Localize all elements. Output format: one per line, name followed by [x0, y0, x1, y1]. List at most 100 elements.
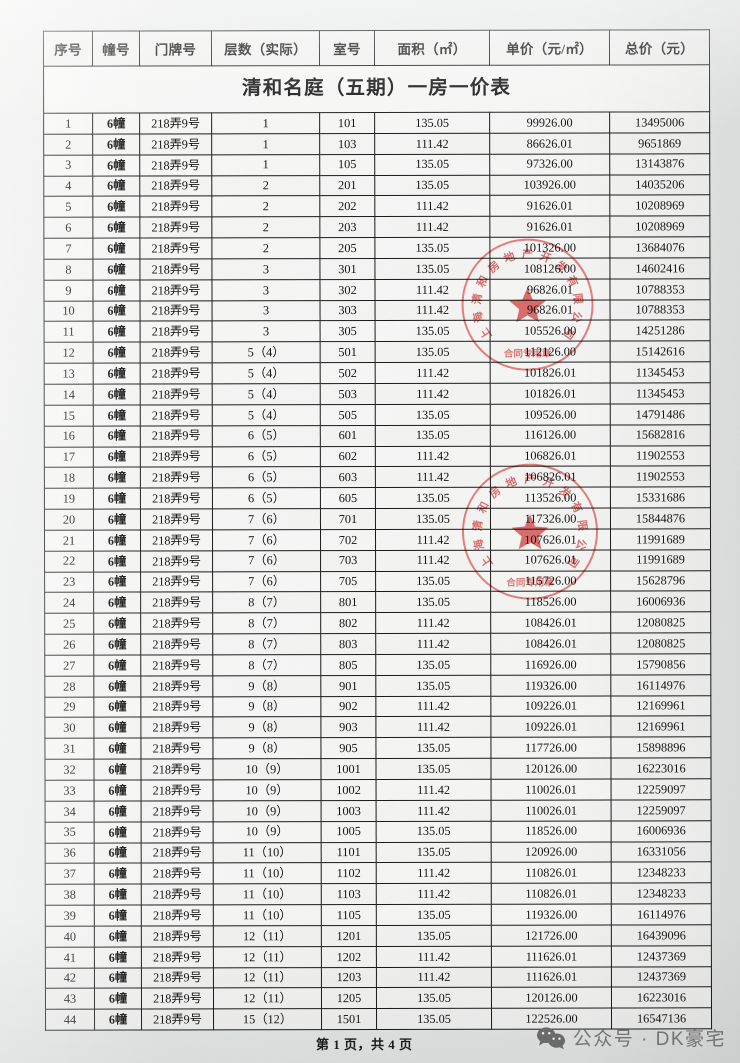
- cell-door-number: 218弄9号: [140, 738, 213, 760]
- column-header-unit-price: 单价（元/㎡）: [489, 30, 610, 66]
- cell-door-number: 218弄9号: [140, 592, 213, 614]
- cell-building: 6幢: [92, 175, 140, 197]
- cell-building: 6幢: [92, 279, 141, 301]
- cell-area: 135.05: [375, 320, 491, 342]
- cell-total-price: 12437369: [611, 945, 712, 967]
- cell-building: 6幢: [94, 1009, 142, 1031]
- cell-area: 135.05: [374, 112, 490, 134]
- column-header-building: 幢号: [92, 30, 140, 67]
- cell-area: 111.42: [375, 362, 491, 384]
- cell-total-price: 13684076: [609, 236, 710, 258]
- cell-room: 1501: [321, 1008, 377, 1030]
- cell-unit-price: 120926.00: [491, 841, 612, 863]
- cell-area: 135.05: [374, 237, 490, 259]
- cell-total-price: 11345453: [610, 361, 711, 383]
- cell-building: 6幢: [93, 383, 141, 405]
- cell-total-price: 12169961: [610, 716, 711, 738]
- cell-room: 301: [319, 258, 375, 280]
- cell-area: 111.42: [375, 549, 491, 572]
- cell-door-number: 218弄9号: [141, 821, 214, 843]
- cell-building: 6幢: [92, 154, 140, 176]
- cell-unit-price: 91626.01: [489, 216, 610, 238]
- cell-building: 6幢: [93, 613, 141, 635]
- cell-floor: 10（9）: [213, 800, 322, 822]
- cell-total-price: 16439096: [611, 924, 712, 946]
- cell-door-number: 218弄9号: [139, 175, 212, 197]
- cell-index: 11: [44, 321, 94, 343]
- cell-room: 502: [320, 362, 376, 384]
- table-row: 6 6幢 218弄9号 2 203 111.42 91626.01 10208969: [43, 216, 710, 239]
- cell-building: 6幢: [93, 488, 141, 510]
- cell-total-price: 10788353: [610, 299, 711, 321]
- cell-building: 6幢: [93, 759, 142, 781]
- cell-index: 23: [44, 571, 94, 593]
- cell-floor: 10（9）: [212, 758, 322, 780]
- cell-total-price: 14035206: [609, 174, 710, 196]
- cell-total-price: 16006936: [611, 820, 712, 842]
- cell-floor: 9（8）: [212, 675, 321, 697]
- cell-area: 111.42: [374, 195, 490, 217]
- wechat-watermark: 公众号 · DK豪宅: [536, 1024, 726, 1051]
- cell-total-price: 15898896: [610, 737, 711, 759]
- cell-unit-price: 111626.01: [491, 945, 612, 967]
- cell-floor: 3: [211, 279, 321, 301]
- cell-floor: 1: [211, 133, 320, 155]
- cell-building: 6幢: [94, 821, 142, 843]
- cell-floor: 6（5）: [212, 425, 321, 447]
- cell-total-price: 12259097: [611, 799, 712, 821]
- cell-area: 111.42: [374, 133, 490, 155]
- cell-floor: 2: [211, 195, 320, 218]
- cell-unit-price: 120126.00: [491, 987, 612, 1009]
- cell-room: 701: [320, 508, 376, 530]
- table-row: 24 6幢 218弄9号 8（7） 801 135.05 118526.00 16006936: [44, 591, 711, 614]
- cell-door-number: 218弄9号: [140, 467, 213, 489]
- cell-door-number: 218弄9号: [141, 842, 214, 864]
- cell-floor: 6（5）: [212, 466, 321, 489]
- cell-floor: 2: [211, 216, 320, 238]
- cell-unit-price: 113526.00: [490, 487, 611, 509]
- cell-index: 8: [43, 259, 93, 280]
- cell-index: 43: [45, 988, 95, 1010]
- table-row: 41 6幢 218弄9号 12（11） 1202 111.42 111626.01 12437…: [45, 945, 712, 968]
- cell-total-price: 11902553: [610, 466, 711, 488]
- cell-unit-price: 103926.00: [489, 174, 610, 196]
- cell-index: 39: [45, 905, 95, 927]
- cell-building: 6幢: [94, 884, 142, 906]
- cell-unit-price: 108126.00: [489, 257, 610, 280]
- cell-total-price: 14791486: [610, 403, 711, 425]
- cell-door-number: 218弄9号: [139, 112, 212, 134]
- table-row: 27 6幢 218弄9号 8（7） 805 135.05 116926.00 15790856: [44, 653, 711, 676]
- cell-total-price: 15331686: [610, 486, 711, 509]
- cell-door-number: 218弄9号: [141, 779, 214, 801]
- page-title: 清和名庭（五期）一房一价表: [43, 64, 710, 114]
- cell-total-price: 16223016: [611, 987, 712, 1009]
- cell-room: 1201: [321, 925, 377, 947]
- cell-area: 111.42: [375, 716, 491, 738]
- cell-total-price: 16223016: [610, 757, 712, 780]
- cell-building: 6幢: [93, 446, 141, 468]
- cell-area: 135.05: [374, 153, 490, 176]
- cell-door-number: 218弄9号: [139, 279, 213, 301]
- cell-door-number: 218弄9号: [139, 154, 212, 176]
- cell-room: 203: [319, 216, 375, 238]
- cell-unit-price: 115726.00: [490, 570, 611, 592]
- cell-index: 29: [44, 696, 94, 718]
- cell-index: 7: [43, 238, 93, 260]
- cell-area: 111.42: [375, 299, 491, 321]
- cell-floor: 12（11）: [213, 967, 322, 989]
- cell-total-price: 12348233: [611, 862, 712, 884]
- cell-total-price: 13143876: [609, 153, 710, 175]
- cell-building: 6幢: [93, 550, 141, 572]
- cell-floor: 8（7）: [212, 592, 321, 614]
- cell-unit-price: 105526.00: [490, 320, 611, 342]
- cell-unit-price: 111626.01: [491, 966, 612, 988]
- cell-total-price: 15790856: [610, 653, 711, 675]
- wechat-icon: [536, 1026, 565, 1049]
- cell-area: 111.42: [376, 946, 492, 968]
- cell-building: 6幢: [93, 634, 141, 656]
- cell-index: 15: [44, 404, 94, 426]
- cell-unit-price: 86626.01: [489, 132, 610, 154]
- cell-building: 6幢: [93, 300, 141, 322]
- cell-total-price: 15628796: [610, 570, 711, 592]
- cell-total-price: 11991689: [610, 549, 711, 571]
